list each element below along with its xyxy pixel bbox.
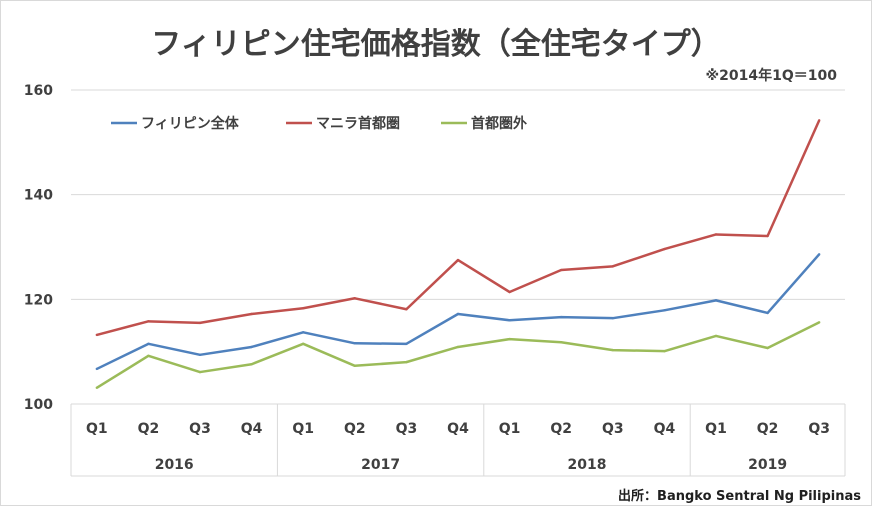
data-point	[353, 342, 356, 345]
y-tick-label: 140	[24, 188, 53, 204]
data-point	[147, 354, 150, 358]
data-point	[456, 312, 460, 316]
series-line-0	[96, 253, 821, 371]
x-tick-label: Q2	[344, 421, 366, 437]
data-point	[611, 348, 614, 352]
year-label: 2019	[748, 457, 787, 473]
data-point	[714, 233, 718, 236]
x-tick-label: Q4	[447, 421, 469, 437]
data-point	[405, 308, 408, 311]
x-tick-label: Q1	[705, 421, 727, 437]
data-point	[508, 319, 511, 322]
x-tick-label: Q1	[86, 421, 108, 437]
chart-title: フィリピン住宅価格指数（全住宅タイプ）	[151, 27, 721, 62]
year-label: 2017	[361, 457, 400, 473]
x-tick-label: Q3	[808, 421, 830, 437]
series-line-1	[96, 119, 821, 337]
data-point	[456, 345, 460, 349]
y-tick-label: 120	[24, 292, 53, 308]
data-point	[663, 247, 666, 251]
data-point	[456, 258, 460, 262]
data-point	[663, 349, 666, 353]
data-point	[663, 309, 666, 312]
data-point	[250, 345, 253, 349]
data-point	[818, 119, 821, 122]
x-tick-label: Q4	[654, 421, 676, 437]
legend-label: 首都圏外	[471, 115, 527, 132]
data-point	[198, 370, 202, 374]
x-tick-label: Q2	[138, 421, 160, 437]
data-point	[302, 331, 305, 334]
data-point	[198, 353, 202, 357]
data-point	[818, 321, 821, 324]
data-point	[714, 334, 718, 338]
data-point	[95, 367, 99, 371]
data-point	[611, 265, 614, 268]
y-tick-label: 100	[24, 397, 53, 413]
data-point	[95, 386, 99, 389]
x-tick-label: Q3	[189, 421, 211, 437]
data-point	[353, 364, 356, 367]
data-point	[818, 253, 821, 256]
data-point	[560, 268, 563, 272]
data-point	[250, 363, 253, 366]
x-tick-label: Q4	[241, 421, 263, 437]
x-tick-label: Q1	[499, 421, 521, 437]
data-point	[302, 342, 305, 346]
data-point	[508, 337, 511, 341]
data-point	[95, 333, 99, 337]
x-tick-label: Q2	[757, 421, 779, 437]
source-note: 出所：Bangko Sentral Ng Pilipinas	[618, 489, 861, 504]
data-point	[508, 290, 511, 294]
x-tick-label: Q2	[550, 421, 572, 437]
year-label: 2016	[155, 457, 194, 473]
x-tick-label: Q3	[396, 421, 418, 437]
data-point	[198, 321, 202, 325]
data-point	[147, 342, 150, 346]
data-point	[405, 342, 408, 346]
x-tick-label: Q3	[602, 421, 624, 437]
data-point	[560, 315, 563, 319]
x-tick-label: Q1	[292, 421, 314, 437]
data-point	[250, 312, 253, 316]
legend-label: マニラ首都圏	[316, 115, 400, 132]
data-point	[147, 320, 150, 323]
data-point	[353, 297, 356, 300]
data-point	[766, 346, 769, 350]
year-label: 2018	[568, 457, 607, 473]
data-point	[302, 307, 305, 310]
data-point	[766, 234, 769, 238]
legend-label: フィリピン全体	[141, 115, 240, 132]
data-point	[611, 316, 614, 320]
y-tick-label: 160	[24, 83, 53, 99]
data-point	[405, 360, 408, 364]
data-point	[560, 341, 563, 344]
data-point	[766, 311, 769, 315]
data-point	[714, 299, 718, 302]
base-note: ※2014年1Q＝100	[705, 68, 837, 84]
